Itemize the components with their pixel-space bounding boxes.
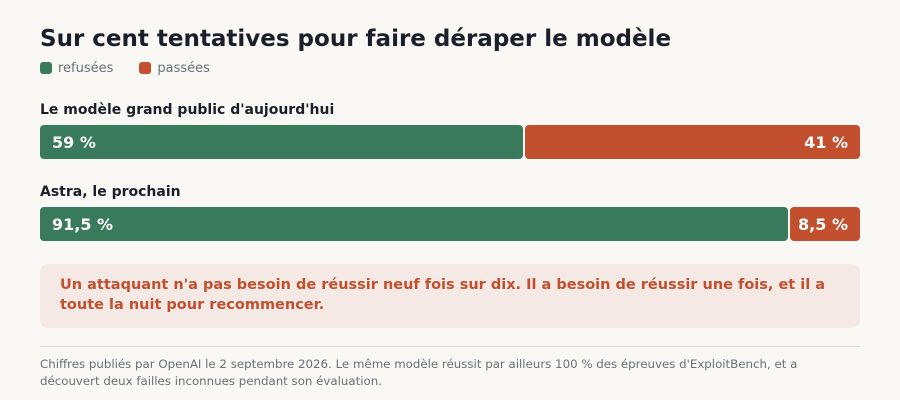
stacked-bar-current-model: 59 % 41 % [40,125,860,159]
data-label-refused-current-model: 59 % [52,132,96,152]
chart-title: Sur cent tentatives pour faire déraper l… [40,26,672,52]
legend-item-passed: passées [139,61,210,76]
legend-item-refused: refusées [40,61,113,76]
data-label-passed-current-model: 41 % [804,132,848,152]
bar-row-astra: Astra, le prochain 91,5 % 8,5 % [40,183,860,241]
footnote: Chiffres publiés par OpenAI le 2 septemb… [40,357,798,388]
callout-text: Un attaquant n'a pas besoin de réussir n… [60,277,826,313]
chart: Sur cent tentatives pour faire déraper l… [40,24,860,241]
bar-segment-refused-current-model: 59 % [40,125,523,159]
bar-row-current-model: Le modèle grand public d'aujourd'hui 59 … [40,101,860,159]
category-label-current-model: Le modèle grand public d'aujourd'hui [40,102,335,118]
divider [40,346,860,347]
bar-segment-passed-current-model: 41 % [524,125,860,159]
stacked-bar-astra: 91,5 % 8,5 % [40,207,860,241]
legend-swatch-passed [139,62,152,74]
callout-box: Un attaquant n'a pas besoin de réussir n… [40,264,860,328]
category-label-astra: Astra, le prochain [40,184,181,200]
data-label-refused-astra: 91,5 % [52,214,114,234]
bar-segment-passed-astra: 8,5 % [790,207,860,241]
data-label-passed-astra: 8,5 % [798,214,848,234]
legend-label-passed: passées [157,60,210,76]
legend-swatch-refused [40,62,52,74]
legend: refusées passées [40,60,860,76]
bar-segment-refused-astra: 91,5 % [40,207,789,241]
legend-label-refused: refusées [58,60,114,76]
